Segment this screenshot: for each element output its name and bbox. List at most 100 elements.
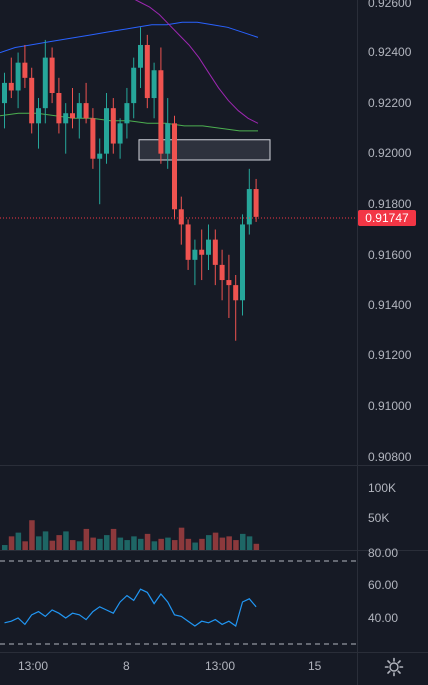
candle-body (83, 103, 89, 119)
candle-body (42, 57, 48, 109)
candle-body (110, 108, 116, 144)
candle-body (49, 57, 55, 93)
volume-bar (63, 531, 69, 550)
volume-bar (151, 541, 158, 550)
volume-bar (76, 541, 83, 550)
price-axis-label: 0.92400 (368, 45, 412, 59)
candle-body (2, 82, 7, 104)
volume-bar (8, 536, 15, 550)
price-axis-label: 0.90800 (368, 450, 412, 464)
volume-bar (165, 537, 171, 550)
time-axis-label: 13:00 (18, 659, 49, 673)
volume-bar (131, 536, 137, 550)
current-price-label: 0.91747 (358, 210, 416, 226)
volume-bar (206, 535, 212, 550)
volume-bar (104, 535, 110, 550)
volume-bar (240, 533, 246, 550)
moving-average-line (0, 21, 259, 54)
volume-bar (42, 531, 49, 550)
pane-separator-rsi[interactable] (0, 550, 428, 551)
volume-bar (178, 527, 185, 550)
volume-bar (117, 537, 124, 550)
volume-bar (226, 536, 232, 550)
volume-bar (49, 540, 56, 550)
price-axis-label: 0.91600 (368, 248, 412, 262)
volume-bar (246, 536, 253, 550)
volume-bar (158, 538, 164, 550)
candle-body (199, 249, 205, 255)
candle-body (219, 264, 225, 281)
candle-body (131, 67, 137, 104)
pane-separator-time (0, 652, 428, 653)
candle-body (36, 108, 41, 124)
candle-body (206, 239, 211, 255)
volume-bar (253, 543, 260, 550)
rsi-axis-label: 40.00 (368, 611, 399, 625)
candle-body (246, 189, 252, 225)
gear-icon[interactable] (384, 657, 404, 677)
moving-average-line (134, 0, 259, 124)
candle-body (212, 239, 218, 265)
candle-body (8, 82, 14, 91)
volume-bar (22, 541, 28, 550)
candle-body (63, 113, 69, 124)
rsi-axis-label: 60.00 (368, 578, 399, 592)
candle-body (226, 280, 232, 286)
rsi-line (4, 588, 257, 627)
pane-separator-volume[interactable] (0, 465, 428, 466)
price-axis-label: 0.91800 (368, 197, 412, 211)
candle-body (233, 285, 239, 301)
volume-bar (29, 520, 35, 550)
volume-bar (192, 542, 198, 550)
candle-body (172, 123, 177, 210)
candle-body (22, 62, 28, 78)
candle-body (144, 44, 150, 99)
price-axis-label: 0.91200 (368, 348, 412, 362)
volume-bar (185, 538, 192, 550)
volume-axis-label: 100K (368, 481, 397, 495)
candle-body (29, 77, 35, 124)
candle-body (56, 93, 62, 124)
volume-bar (124, 540, 130, 550)
volume-bar (56, 535, 62, 550)
volume-bar (90, 537, 96, 550)
time-axis-label: 8 (123, 659, 130, 673)
volume-bar (97, 538, 103, 550)
volume-bar (219, 537, 226, 550)
candle-body (240, 224, 245, 301)
volume-bar (83, 528, 90, 550)
candle-body (253, 189, 259, 217)
time-axis-label: 13:00 (205, 659, 236, 673)
volume-bar (172, 540, 178, 550)
price-axis-label: 0.92000 (368, 146, 412, 160)
rsi-axis-label: 80.00 (368, 546, 399, 560)
candle-body (158, 70, 164, 154)
price-axis-label: 0.91000 (368, 399, 412, 413)
price-axis-separator (357, 0, 358, 685)
candle-body (185, 224, 191, 260)
candle-body (70, 113, 75, 119)
time-axis-label: 15 (308, 659, 322, 673)
volume-bar (138, 538, 144, 550)
volume-bar (2, 545, 8, 550)
volume-bar (110, 528, 117, 550)
volume-bar (144, 533, 151, 550)
volume-bar (212, 532, 219, 550)
volume-bar (15, 532, 22, 550)
candle-body (15, 62, 21, 91)
candle-body (104, 108, 109, 154)
candle-body (138, 44, 143, 68)
highlight-zone (138, 139, 271, 161)
candle-body (90, 118, 96, 159)
price-axis-label: 0.92200 (368, 96, 412, 110)
price-axis-label: 0.92600 (368, 0, 412, 10)
candle-body (165, 123, 171, 154)
volume-bar (36, 536, 42, 550)
volume-bar (199, 538, 205, 550)
volume-axis-label: 50K (368, 511, 390, 525)
volume-bar (70, 540, 76, 550)
candle-body (124, 103, 130, 124)
candle-body (117, 123, 123, 144)
